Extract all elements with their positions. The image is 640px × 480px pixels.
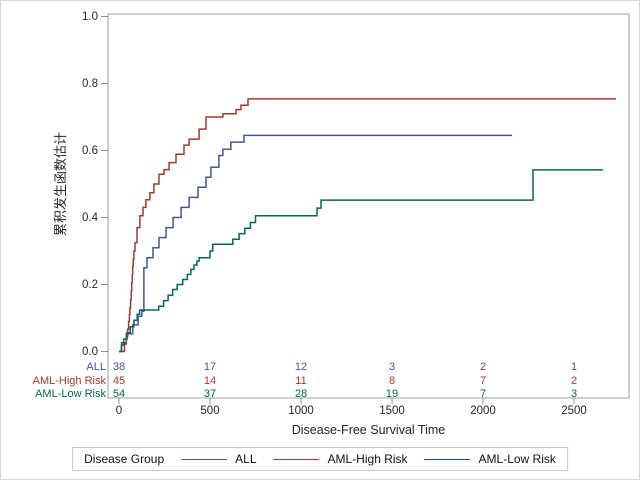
- legend-line-swatch: [424, 458, 471, 460]
- legend-items: ALL AML-High Risk AML-Low Risk: [181, 452, 556, 466]
- legend-line-swatch: [181, 458, 228, 460]
- at-risk-count: 3: [388, 361, 396, 373]
- legend-item-aml-high-risk: AML-High Risk: [273, 452, 408, 466]
- legend-line-swatch: [273, 458, 320, 460]
- x-tick-label: 1500: [379, 405, 405, 417]
- at-risk-count: 7: [479, 387, 487, 400]
- at-risk-count: 14: [203, 374, 217, 387]
- at-risk-count: 7: [479, 374, 487, 387]
- series-all: [119, 134, 513, 353]
- at-risk-count: 2: [570, 374, 578, 387]
- at-risk-count: 2: [479, 361, 487, 373]
- at-risk-count: 12: [294, 361, 308, 373]
- plot-frame: [107, 13, 630, 399]
- y-tick-label: 0.4: [82, 211, 98, 224]
- legend-item-aml-low-risk: AML-Low Risk: [424, 452, 556, 466]
- x-tick-label: 2000: [470, 405, 496, 417]
- at-risk-count: 8: [388, 374, 396, 387]
- legend-item-label: AML-Low Risk: [478, 452, 556, 466]
- at-risk-count: 17: [203, 361, 217, 373]
- at-risk-row-label: ALL: [86, 361, 106, 373]
- at-risk-count: 38: [112, 361, 126, 373]
- x-axis-title: Disease-Free Survival Time: [291, 423, 446, 437]
- at-risk-count: 3: [570, 387, 578, 400]
- x-tick-label: 1000: [288, 405, 314, 417]
- y-tick-label: 0.6: [82, 144, 98, 157]
- at-risk-count: 1: [570, 361, 578, 373]
- x-tick-label: 2500: [561, 405, 587, 417]
- series-aml-low-risk: [119, 169, 604, 353]
- x-tick-label: 0: [115, 405, 123, 417]
- at-risk-row-label: AML-Low Risk: [35, 387, 106, 400]
- y-tick-label: 1.0: [82, 10, 98, 23]
- at-risk-count: 28: [294, 387, 308, 400]
- y-tick-label: 0.8: [82, 77, 98, 90]
- at-risk-count: 11: [295, 374, 307, 387]
- y-tick-label: 0.0: [82, 345, 98, 358]
- at-risk-count: 37: [203, 387, 217, 400]
- x-tick-label: 500: [200, 405, 220, 417]
- series-aml-high-risk: [119, 98, 616, 353]
- legend-title: Disease Group: [84, 452, 165, 466]
- at-risk-count: 19: [385, 387, 399, 400]
- legend-item-label: AML-High Risk: [327, 452, 408, 466]
- at-risk-count: 45: [112, 374, 126, 387]
- y-tick-label: 0.2: [82, 278, 98, 291]
- legend: Disease Group ALL AML-High Risk AML-Low Ri…: [72, 447, 568, 471]
- legend-item-all: ALL: [181, 452, 257, 466]
- at-risk-count: 54: [112, 387, 126, 400]
- legend-item-label: ALL: [235, 452, 257, 466]
- y-axis-title: 累积发生函数估计: [53, 132, 68, 237]
- at-risk-row-label: AML-High Risk: [32, 374, 106, 387]
